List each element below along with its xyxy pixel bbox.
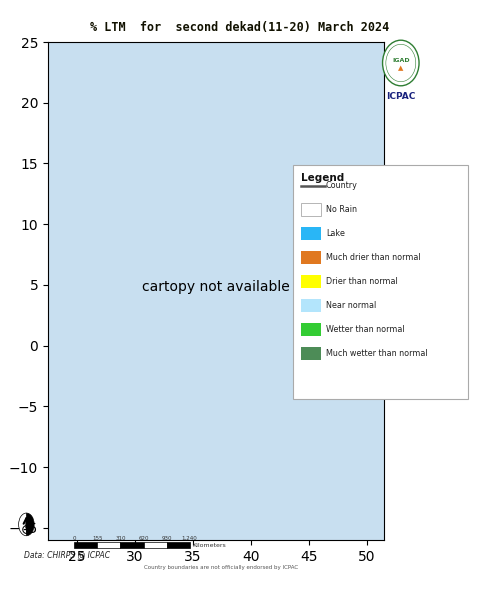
Text: 310: 310: [115, 536, 126, 541]
Text: cartopy not available: cartopy not available: [142, 280, 290, 294]
Text: Much wetter than normal: Much wetter than normal: [326, 349, 428, 358]
Text: Lake: Lake: [326, 229, 345, 238]
Text: Wetter than normal: Wetter than normal: [326, 325, 405, 334]
Text: Legend: Legend: [301, 173, 344, 183]
Text: ▲: ▲: [398, 65, 404, 71]
Text: Near normal: Near normal: [326, 301, 376, 310]
Text: IGAD: IGAD: [392, 58, 409, 62]
Text: 930: 930: [161, 536, 172, 541]
Text: 0: 0: [72, 536, 76, 541]
Text: % LTM  for  second dekad(11-20) March 2024: % LTM for second dekad(11-20) March 2024: [90, 21, 390, 34]
Text: 155: 155: [92, 536, 103, 541]
Text: 1,240: 1,240: [182, 536, 197, 541]
Text: Data: CHIRPS @ ICPAC: Data: CHIRPS @ ICPAC: [24, 551, 110, 559]
Text: Country: Country: [326, 181, 358, 190]
Wedge shape: [26, 513, 34, 536]
Text: 620: 620: [138, 536, 149, 541]
Text: Much drier than normal: Much drier than normal: [326, 253, 420, 262]
Text: ⊕: ⊕: [21, 523, 32, 537]
Text: Kilometers: Kilometers: [192, 542, 226, 548]
Wedge shape: [19, 513, 26, 536]
Text: No Rain: No Rain: [326, 205, 357, 214]
Text: ICPAC: ICPAC: [386, 92, 416, 101]
Text: Drier than normal: Drier than normal: [326, 277, 397, 286]
Text: Country boundaries are not officially endorsed by ICPAC: Country boundaries are not officially en…: [144, 565, 298, 569]
